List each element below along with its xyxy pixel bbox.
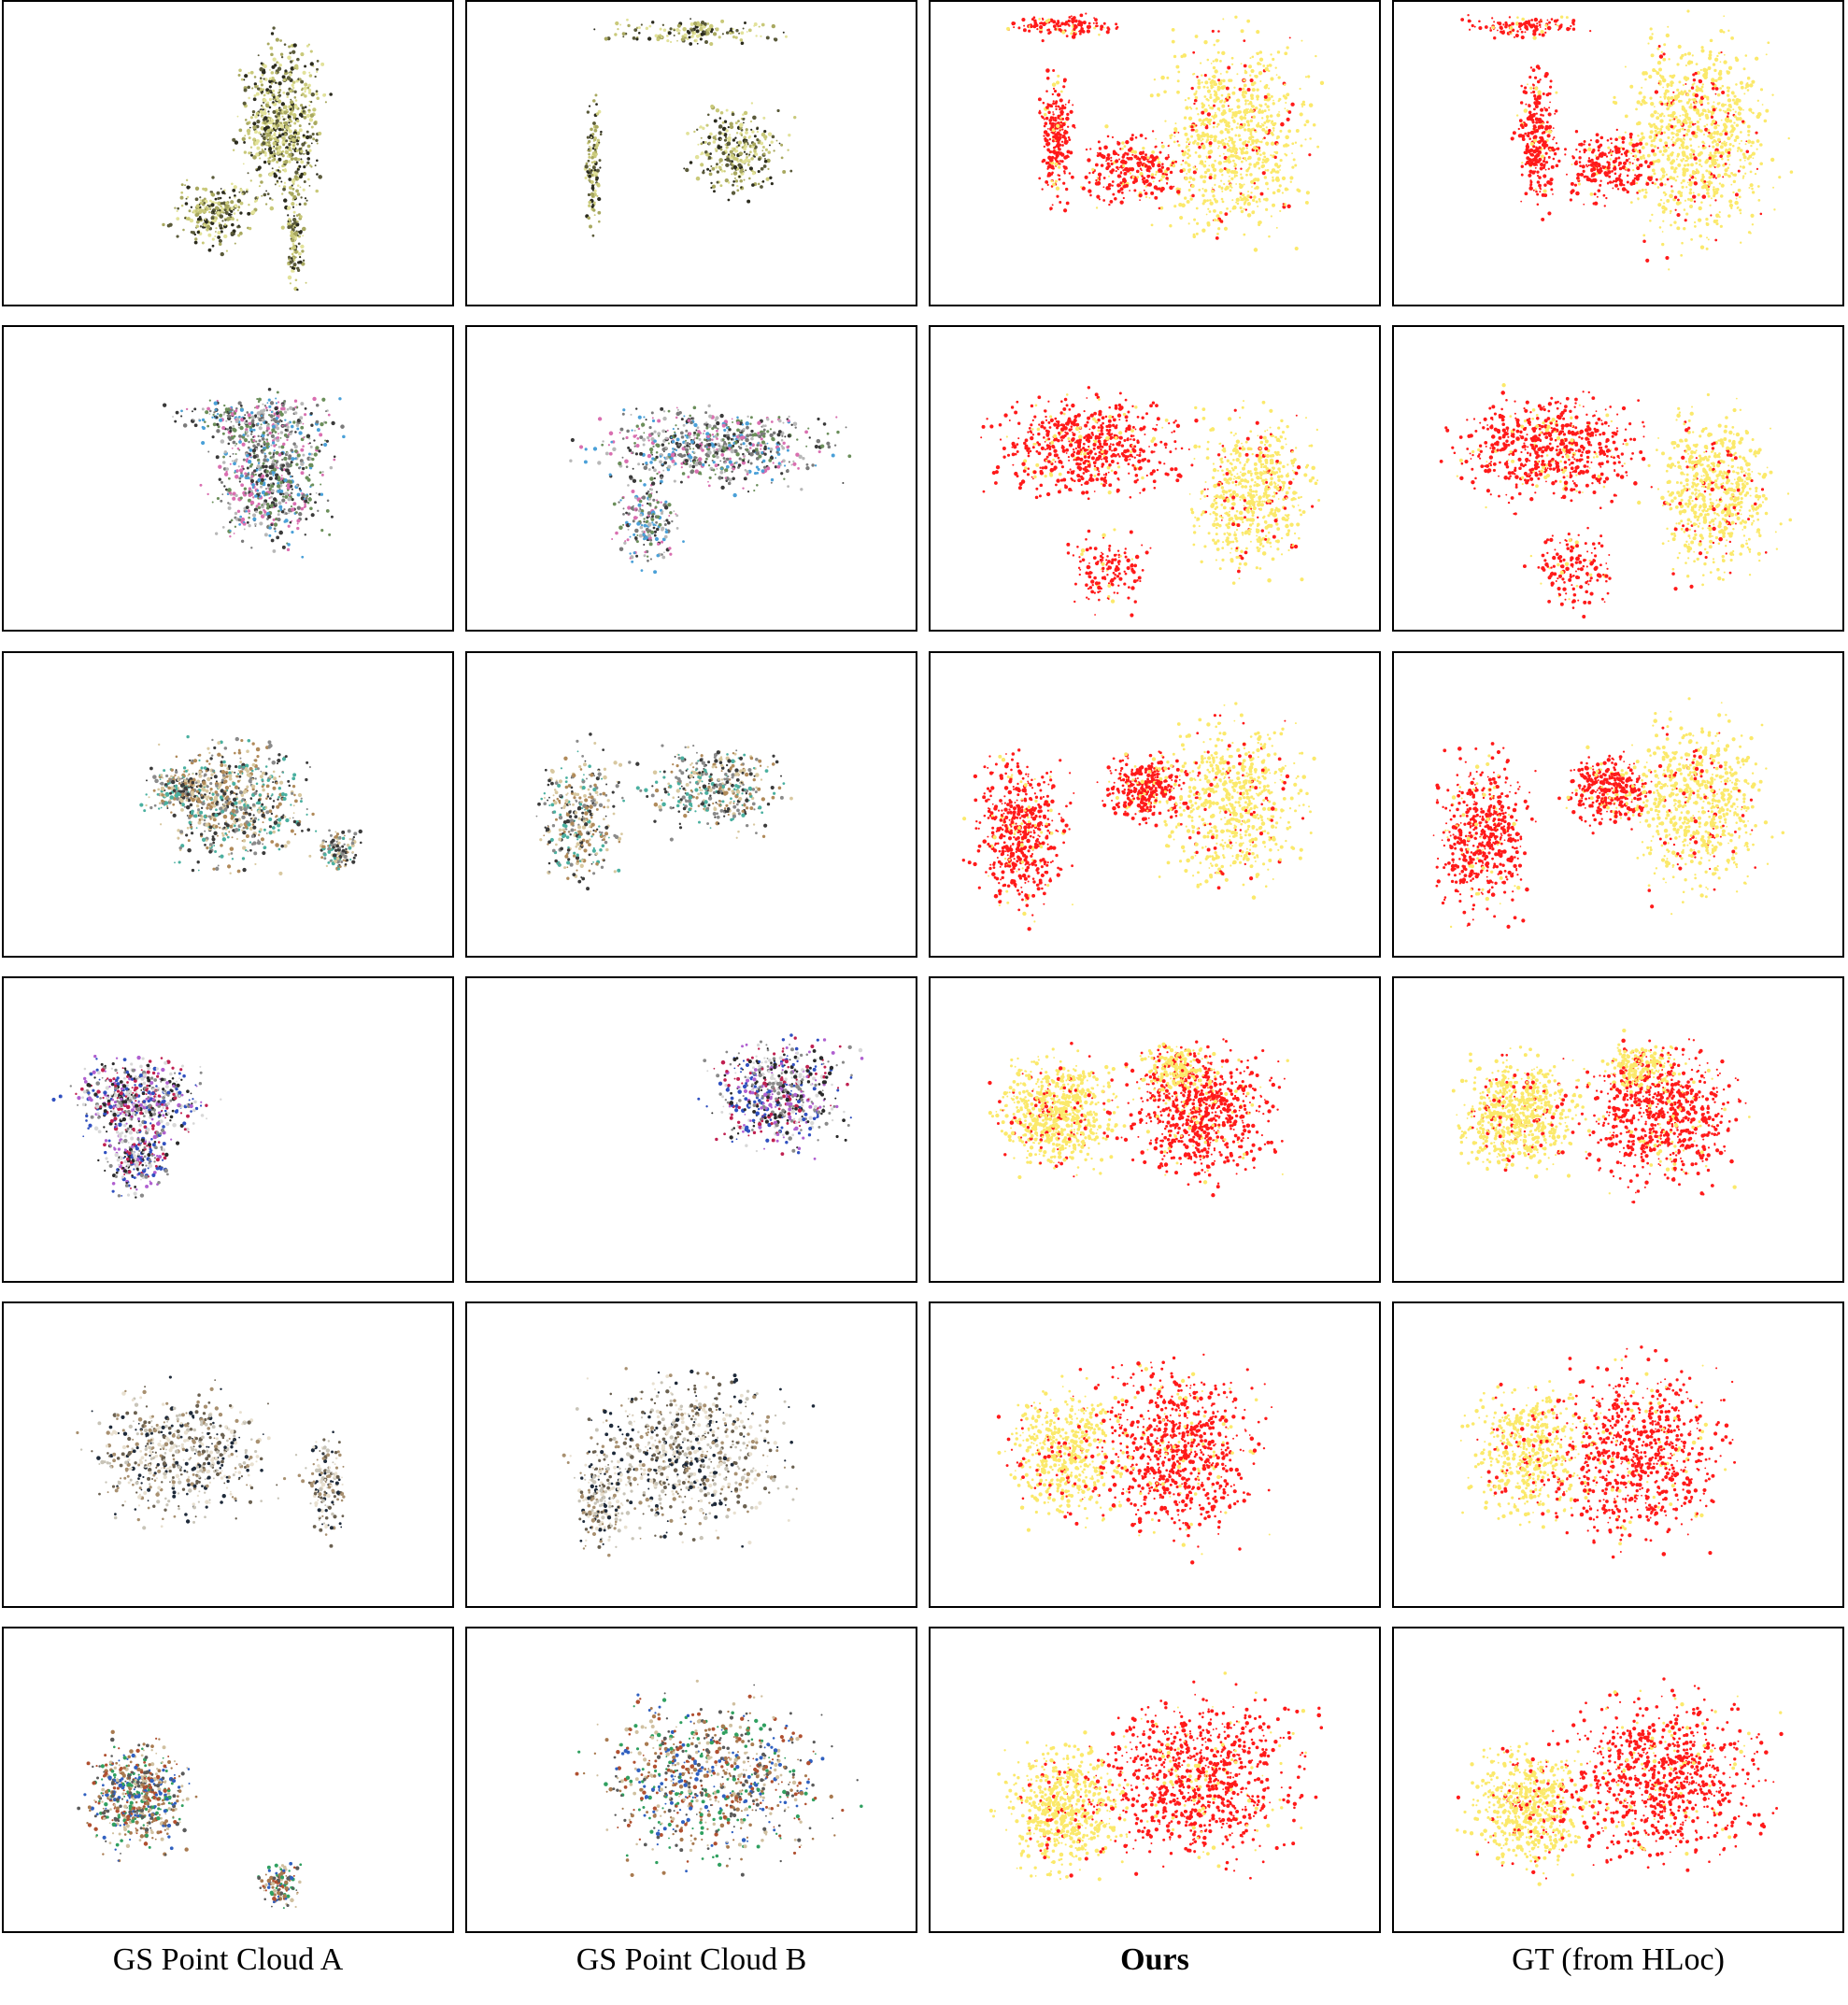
- panel-row2-col1: [2, 325, 454, 632]
- point-cloud-render: [1432, 697, 1785, 929]
- panel-row2-col4: [1392, 325, 1844, 632]
- panel-row4-col1: [2, 976, 454, 1283]
- point-cloud-render: [988, 1038, 1289, 1198]
- column-caption-4: GT (from HLoc): [1392, 1936, 1844, 1984]
- point-cloud-render: [980, 386, 1321, 618]
- point-cloud-render: [1006, 12, 1325, 252]
- panel-row6-col3: [929, 1627, 1381, 1933]
- point-cloud-render: [162, 26, 333, 292]
- panel-row3-col2: [465, 651, 917, 958]
- point-cloud-render: [76, 1375, 346, 1548]
- point-cloud-render: [1459, 1345, 1737, 1559]
- point-cloud-render: [562, 1367, 816, 1557]
- point-cloud-render: [1451, 1028, 1751, 1204]
- column-caption-1: GS Point Cloud A: [2, 1936, 454, 1984]
- point-cloud-render: [583, 18, 797, 237]
- point-cloud-render: [996, 1353, 1273, 1565]
- point-cloud-render: [961, 702, 1316, 931]
- panel-row5-col2: [465, 1301, 917, 1608]
- point-cloud-render: [1439, 383, 1793, 619]
- panel-row6-col4: [1392, 1627, 1844, 1933]
- panel-row4-col4: [1392, 976, 1844, 1283]
- point-cloud-render: [1460, 9, 1794, 271]
- point-cloud-render: [569, 404, 852, 575]
- point-cloud-render: [51, 1054, 222, 1199]
- point-cloud-render: [535, 732, 793, 891]
- panel-row6-col1: [2, 1627, 454, 1933]
- panel-row4-col2: [465, 976, 917, 1283]
- panel-row6-col2: [465, 1627, 917, 1933]
- panel-row2-col3: [929, 325, 1381, 632]
- panel-row5-col3: [929, 1301, 1381, 1608]
- point-cloud-render: [988, 1671, 1324, 1882]
- panel-row5-col1: [2, 1301, 454, 1608]
- panel-row3-col1: [2, 651, 454, 958]
- point-cloud-render: [77, 1729, 303, 1910]
- panel-row3-col3: [929, 651, 1381, 958]
- point-cloud-render: [162, 387, 346, 559]
- point-cloud-render: [575, 1679, 863, 1878]
- panel-row3-col4: [1392, 651, 1844, 958]
- point-cloud-render: [1456, 1677, 1784, 1886]
- column-caption-3: Ours: [929, 1936, 1381, 1984]
- panel-row1-col4: [1392, 0, 1844, 306]
- column-caption-2: GS Point Cloud B: [465, 1936, 917, 1984]
- point-cloud-render: [697, 1033, 864, 1160]
- panel-row1-col1: [2, 0, 454, 306]
- panel-row4-col3: [929, 976, 1381, 1283]
- panel-row1-col3: [929, 0, 1381, 306]
- panel-row5-col4: [1392, 1301, 1844, 1608]
- point-cloud-render: [139, 734, 362, 875]
- panel-row2-col2: [465, 325, 917, 632]
- panel-row1-col2: [465, 0, 917, 306]
